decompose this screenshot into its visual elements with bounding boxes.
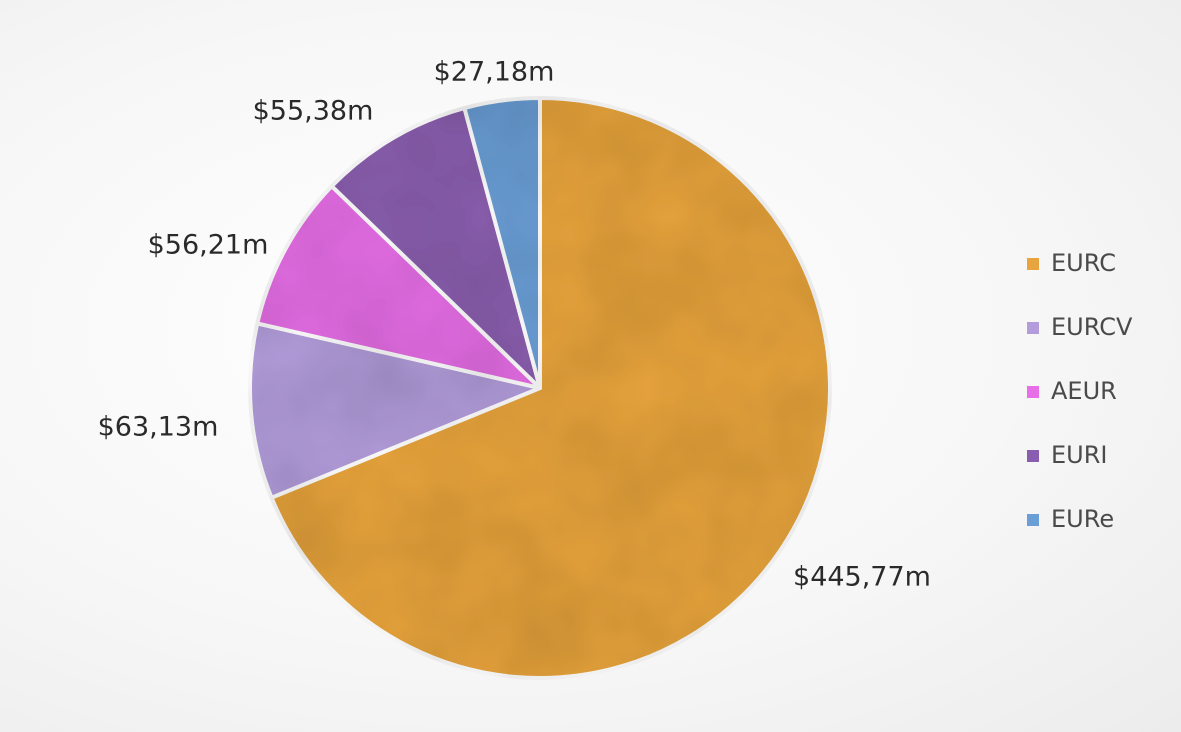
legend-swatch-aeur — [1027, 386, 1039, 398]
pie-slice-euri — [329, 106, 542, 390]
legend-item-eurcv: EURCV — [1027, 313, 1133, 341]
legend-swatch-euri — [1027, 450, 1039, 462]
legend-label-eurc: EURC — [1051, 249, 1116, 277]
slice-label-euri: $55,38m — [253, 96, 374, 127]
legend-item-euri: EURI — [1027, 441, 1107, 469]
slice-labels: $445,77m $63,13m $56,21m $55,38m $27,18m — [98, 57, 931, 593]
pie-slice-eure — [462, 96, 542, 390]
pie-slices — [248, 96, 832, 680]
legend-item-eure: EURe — [1027, 505, 1114, 533]
legend-item-eurc: EURC — [1027, 249, 1116, 277]
legend: EURC EURCV AEUR EURI EURe — [1027, 249, 1133, 533]
legend-label-aeur: AEUR — [1051, 377, 1117, 405]
legend-item-aeur: AEUR — [1027, 377, 1117, 405]
legend-label-eure: EURe — [1051, 505, 1114, 533]
slice-label-eurcv: $63,13m — [98, 412, 219, 443]
pie-slice-aeur — [255, 184, 542, 390]
legend-swatch-eurcv — [1027, 322, 1039, 334]
legend-label-eurcv: EURCV — [1051, 313, 1133, 341]
slice-label-eure: $27,18m — [434, 57, 555, 88]
legend-label-euri: EURI — [1051, 441, 1107, 469]
legend-swatch-eure — [1027, 514, 1039, 526]
pie-slice-eurc — [269, 96, 832, 680]
slice-label-aeur: $56,21m — [148, 230, 269, 261]
legend-swatch-eurc — [1027, 258, 1039, 270]
slice-label-eurc: $445,77m — [793, 562, 931, 593]
pie-slice-eurcv — [248, 321, 542, 500]
